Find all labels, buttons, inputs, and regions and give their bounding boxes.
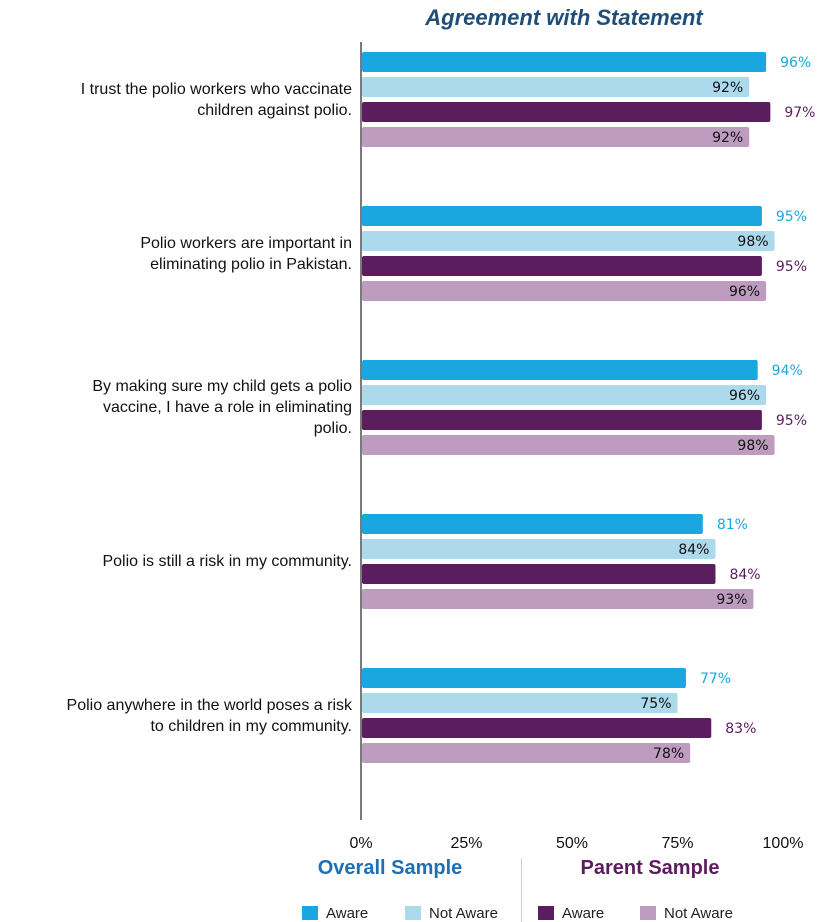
bar-label-1-3: 96%	[729, 284, 760, 300]
bar-label-4-1: 75%	[640, 696, 671, 712]
category-label-line: Polio anywhere in the world poses a risk	[66, 696, 352, 714]
category-label-line: polio.	[313, 420, 352, 437]
x-tick-label: 25%	[450, 835, 482, 852]
category-label: I trust the polio workers who vaccinate c…	[0, 79, 352, 121]
bar-label-3-0: 81%	[717, 517, 748, 533]
legend-item-parent-aware: Aware	[538, 904, 604, 922]
legend-group-overall: Overall Sample	[317, 857, 463, 879]
legend: Aware Not Aware Aware Not Aware	[0, 904, 827, 922]
bar-3-2	[362, 564, 716, 584]
bar-2-3	[362, 435, 775, 455]
category-label-line: I trust the polio workers who vaccinate	[80, 80, 352, 98]
legend-item-parent-not-aware: Not Aware	[640, 904, 733, 922]
category-label-line: to children in my community.	[150, 717, 352, 735]
bar-2-1	[362, 385, 767, 405]
bar-2-0	[362, 360, 758, 380]
category-label: By making sure my child gets a polio vacc…	[0, 376, 352, 439]
legend-item-overall-not-aware: Not Aware	[405, 904, 498, 922]
bar-4-1	[362, 693, 678, 713]
legend-item-overall-aware: Aware	[302, 904, 368, 922]
bar-4-3	[362, 743, 691, 763]
bar-label-3-1: 84%	[678, 542, 709, 558]
bar-3-1	[362, 539, 716, 559]
bar-2-2	[362, 410, 762, 430]
legend-label-overall-aware: Aware	[326, 904, 369, 922]
bar-label-4-3: 78%	[653, 746, 684, 762]
bar-1-1	[362, 231, 775, 251]
bar-label-2-1: 96%	[729, 388, 760, 404]
category-label: Polio is still a risk in my community.	[0, 551, 352, 572]
legend-divider	[521, 858, 522, 922]
bar-0-3	[362, 127, 750, 147]
legend-swatch-parent-aware	[538, 906, 554, 920]
x-tick-label: 50%	[556, 835, 588, 852]
category-label-line: Polio workers are important in	[140, 234, 352, 252]
legend-group-parent: Parent Sample	[580, 857, 720, 879]
bar-3-3	[362, 589, 754, 609]
category-label-line: Polio is still a risk in my community.	[102, 553, 352, 570]
x-tick-label: 100%	[763, 835, 804, 852]
category-label-line: By making sure my child gets a polio	[92, 378, 352, 395]
category-label: Polio workers are important in eliminatin…	[0, 233, 352, 275]
bar-label-4-0: 77%	[700, 671, 731, 687]
bar-label-0-0: 96%	[780, 55, 811, 71]
bar-4-0	[362, 668, 686, 688]
bar-1-0	[362, 206, 762, 226]
bar-1-2	[362, 256, 762, 276]
bar-0-2	[362, 102, 771, 122]
category-label-line: eliminating polio in Pakistan.	[150, 255, 352, 273]
bar-label-2-3: 98%	[737, 438, 768, 454]
x-tick-label: 0%	[349, 835, 372, 852]
category-label: Polio anywhere in the world poses a risk…	[0, 695, 352, 737]
legend-label-parent-aware: Aware	[562, 904, 605, 922]
bar-label-1-1: 98%	[737, 234, 768, 250]
bar-0-0	[362, 52, 767, 72]
legend-label-parent-not-aware: Not Aware	[664, 904, 733, 922]
x-tick-label: 75%	[661, 835, 693, 852]
bar-label-0-1: 92%	[712, 80, 743, 96]
chart-title: Agreement with Statement	[425, 5, 703, 30]
bar-label-0-2: 97%	[784, 105, 815, 121]
category-label-line: vaccine, I have a role in eliminating	[102, 399, 352, 416]
bar-3-0	[362, 514, 703, 534]
bar-label-2-0: 94%	[772, 363, 803, 379]
bar-1-3	[362, 281, 767, 301]
category-label-line: children against polio.	[197, 101, 352, 119]
bar-4-2	[362, 718, 712, 738]
bar-label-1-0: 95%	[776, 209, 807, 225]
bar-label-3-2: 84%	[729, 567, 760, 583]
bar-label-4-2: 83%	[725, 721, 756, 737]
bar-label-0-3: 92%	[712, 130, 743, 146]
bar-0-1	[362, 77, 750, 97]
bar-label-1-2: 95%	[776, 259, 807, 275]
legend-label-overall-not-aware: Not Aware	[429, 904, 498, 922]
bar-label-3-3: 93%	[716, 592, 747, 608]
legend-swatch-parent-not-aware	[640, 906, 656, 920]
bar-label-2-2: 95%	[776, 413, 807, 429]
legend-swatch-overall-aware	[302, 906, 318, 920]
legend-swatch-overall-not-aware	[405, 906, 421, 920]
